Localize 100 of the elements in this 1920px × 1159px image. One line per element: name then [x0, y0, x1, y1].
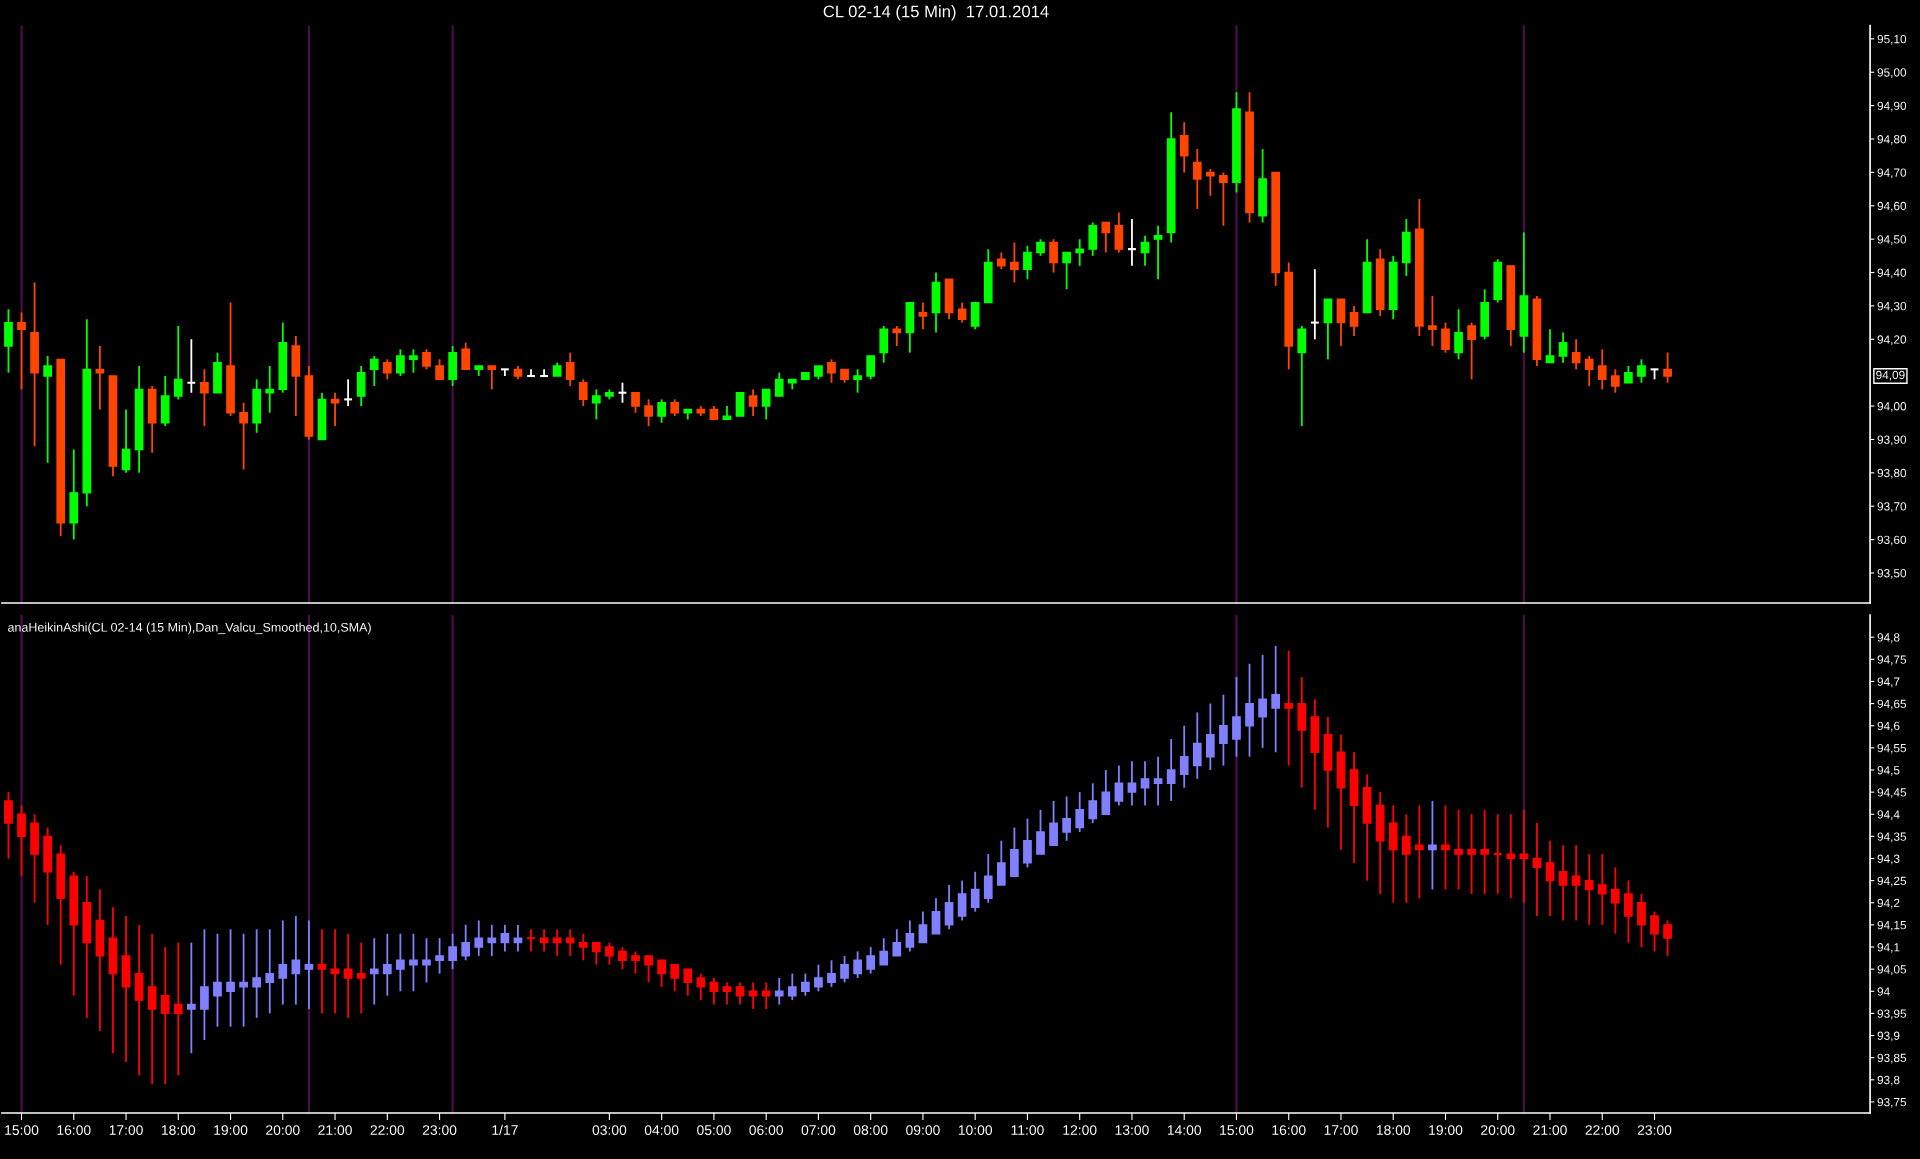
y-tick-label: 93,50 — [1877, 569, 1907, 579]
y-tick-label: 94,8 — [1877, 633, 1900, 643]
candlestick — [1140, 234, 1150, 267]
candlestick — [539, 928, 549, 953]
x-tick-label: 11:00 — [1011, 1125, 1044, 1135]
candlestick — [918, 301, 928, 331]
candlestick — [1467, 321, 1476, 381]
candlestick — [709, 977, 719, 1006]
candlestick — [448, 932, 457, 971]
candlestick — [552, 928, 562, 957]
y-tick-label: 94,35 — [1877, 832, 1907, 843]
candlestick — [748, 388, 758, 417]
y-tick-label: 93,90 — [1877, 435, 1907, 446]
y-tick-label: 93,60 — [1877, 535, 1907, 546]
candlestick — [396, 348, 405, 377]
candlestick — [1532, 822, 1542, 917]
candlestick — [265, 365, 275, 414]
candlestick — [147, 932, 157, 1086]
candlestick — [1284, 649, 1294, 767]
candlestick — [957, 301, 967, 324]
candlestick — [591, 941, 601, 966]
candlestick — [565, 351, 575, 387]
candlestick — [1441, 321, 1450, 354]
candlestick — [1049, 800, 1058, 847]
candlestick — [317, 928, 327, 1015]
candlestick — [578, 932, 588, 962]
candlestick — [1558, 844, 1568, 922]
x-tick-label: 23:00 — [422, 1125, 457, 1135]
candlestick — [1075, 791, 1085, 833]
candlestick — [1323, 298, 1333, 361]
candlestick — [186, 941, 196, 1055]
candlestick — [670, 963, 680, 993]
candlestick — [160, 946, 170, 1086]
candlestick — [213, 932, 222, 1028]
candlestick — [578, 378, 588, 407]
candlestick — [879, 937, 889, 966]
x-tick-label: 17:00 — [109, 1125, 143, 1135]
candlestick — [1663, 351, 1672, 384]
candlestick — [657, 398, 667, 424]
candlestick — [356, 941, 366, 1015]
candlestick — [343, 378, 354, 407]
candlestick — [774, 371, 784, 397]
candlestick — [1480, 808, 1490, 895]
candlestick — [983, 853, 993, 904]
candlestick — [513, 923, 523, 953]
candlestick — [435, 358, 444, 381]
candlestick — [644, 398, 653, 428]
y-tick-label: 93,95 — [1877, 1009, 1907, 1020]
candlestick — [1101, 769, 1111, 816]
candlestick — [774, 977, 784, 1006]
candlestick — [1271, 645, 1281, 754]
candlestick — [618, 946, 627, 971]
candlestick — [1506, 813, 1516, 900]
x-tick-label: 06:00 — [749, 1125, 783, 1135]
candlestick — [1336, 298, 1346, 347]
candlestick — [382, 932, 392, 997]
candlestick — [200, 368, 209, 428]
y-tick-label: 95,00 — [1877, 68, 1907, 79]
candlestick — [1023, 244, 1032, 281]
candlestick — [1597, 853, 1607, 926]
candlestick — [591, 388, 601, 421]
candlestick — [1075, 238, 1085, 267]
y-tick-label: 94,1 — [1877, 943, 1900, 953]
y-tick-label: 94,90 — [1877, 101, 1907, 112]
candlestick — [487, 923, 497, 957]
candlestick — [1454, 808, 1463, 891]
candlestick — [1663, 919, 1672, 957]
x-tick-label: 21:00 — [318, 1125, 352, 1135]
candlestick — [1088, 221, 1098, 257]
candlestick — [1049, 238, 1058, 274]
candlestick — [853, 368, 862, 394]
candlestick — [605, 941, 614, 966]
candlestick — [840, 954, 849, 984]
candlestick — [1192, 711, 1202, 780]
y-tick-label: 93,85 — [1877, 1053, 1907, 1064]
candlestick — [200, 928, 209, 1041]
x-tick-label: 1/17 — [492, 1124, 518, 1135]
y-tick-label: 93,80 — [1877, 468, 1907, 479]
candlestick — [343, 932, 353, 1019]
x-tick-label: 18:00 — [1376, 1125, 1411, 1135]
candlestick — [1010, 241, 1019, 284]
y-tick-label: 94,70 — [1877, 168, 1907, 179]
candlestick — [1179, 724, 1189, 789]
x-tick-label: 22:00 — [1585, 1125, 1620, 1135]
candlestick — [657, 959, 667, 988]
candlestick — [722, 981, 732, 1006]
candlestick — [1415, 804, 1424, 900]
y-tick-label: 94,05 — [1877, 965, 1907, 975]
candlestick — [461, 923, 471, 962]
x-tick-label: 19:00 — [1429, 1125, 1463, 1135]
candlestick — [1650, 910, 1659, 953]
candlestick — [944, 884, 954, 931]
x-tick-label: 14:00 — [1167, 1125, 1202, 1135]
chart-title: CL 02-14 (15 Min) 17.01.2014 — [823, 5, 1049, 21]
candlestick — [801, 972, 810, 997]
candlestick — [1232, 676, 1241, 758]
y-tick-label: 94,6 — [1877, 721, 1900, 732]
candlestick — [631, 950, 640, 975]
candlestick — [1127, 218, 1137, 267]
candlestick — [644, 954, 653, 984]
